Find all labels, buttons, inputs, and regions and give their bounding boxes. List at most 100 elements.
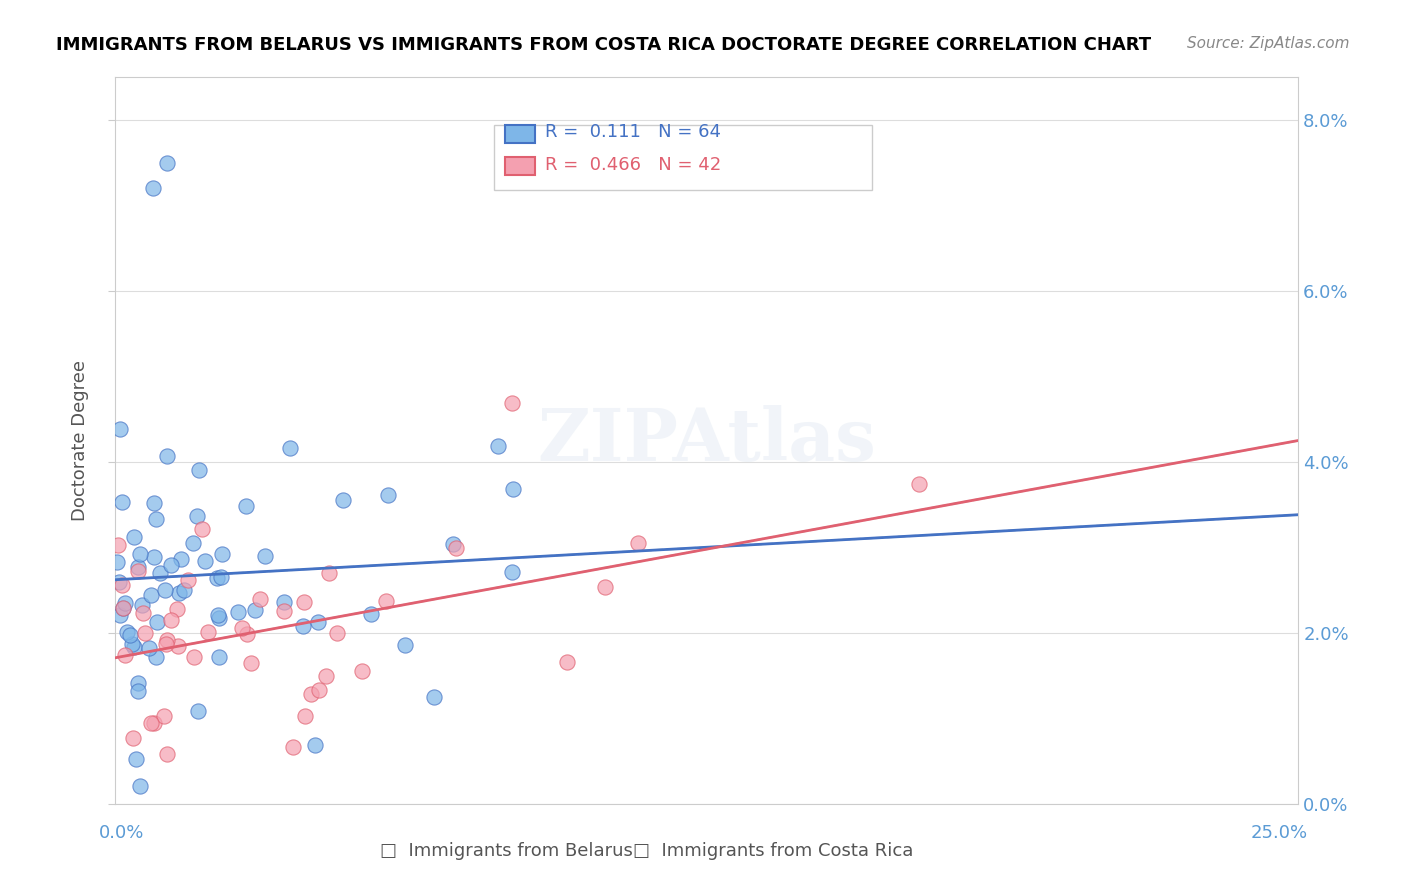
Point <box>129 780 152 794</box>
Point <box>166 601 188 615</box>
Point <box>486 440 509 454</box>
Point <box>132 606 155 620</box>
Point <box>422 690 444 704</box>
Point <box>249 592 271 607</box>
Point <box>207 607 229 622</box>
Point <box>350 664 373 678</box>
Text: Source: ZipAtlas.com: Source: ZipAtlas.com <box>1187 36 1350 51</box>
Point <box>308 682 330 697</box>
Point <box>281 739 304 754</box>
Point <box>278 442 301 456</box>
Point <box>555 655 578 669</box>
Text: 25.0%: 25.0% <box>1250 824 1308 842</box>
Point <box>167 586 190 600</box>
Point <box>304 738 326 752</box>
Point <box>121 731 143 746</box>
Point <box>377 488 399 502</box>
FancyBboxPatch shape <box>494 125 872 190</box>
Point <box>231 621 253 635</box>
Point <box>181 535 204 549</box>
Point <box>208 611 231 625</box>
Point <box>299 687 322 701</box>
Point <box>134 626 156 640</box>
Point <box>153 582 176 597</box>
Point <box>326 625 349 640</box>
Point <box>143 716 166 731</box>
Point <box>118 627 141 641</box>
Point <box>291 619 314 633</box>
Point <box>152 709 174 723</box>
Text: □  Immigrants from Belarus: □ Immigrants from Belarus <box>380 842 633 860</box>
Point <box>167 639 190 653</box>
Point <box>160 614 183 628</box>
Point <box>446 541 468 555</box>
Point <box>141 716 163 731</box>
Point <box>128 547 150 561</box>
Point <box>122 530 145 544</box>
Point <box>243 603 266 617</box>
Text: □  Immigrants from Costa Rica: □ Immigrants from Costa Rica <box>633 842 914 860</box>
Point <box>273 595 295 609</box>
Text: 0.0%: 0.0% <box>98 824 143 842</box>
FancyBboxPatch shape <box>505 157 536 176</box>
Text: IMMIGRANTS FROM BELARUS VS IMMIGRANTS FROM COSTA RICA DOCTORATE DEGREE CORRELATI: IMMIGRANTS FROM BELARUS VS IMMIGRANTS FR… <box>56 36 1152 54</box>
Point <box>107 538 129 552</box>
Point <box>177 574 200 588</box>
FancyBboxPatch shape <box>505 125 536 143</box>
Point <box>294 708 316 723</box>
Point <box>197 625 219 640</box>
Point <box>170 552 193 566</box>
Point <box>114 596 136 610</box>
Point <box>209 570 232 584</box>
Text: R =  0.466   N = 42: R = 0.466 N = 42 <box>544 155 721 174</box>
Point <box>626 536 648 550</box>
Point <box>139 588 162 602</box>
Point <box>173 582 195 597</box>
Point <box>108 422 131 436</box>
Point <box>111 601 134 615</box>
Point <box>146 615 169 629</box>
Point <box>114 648 136 663</box>
Point <box>501 565 523 579</box>
Point <box>239 656 262 670</box>
Point <box>228 606 250 620</box>
Point <box>143 550 166 565</box>
Point <box>111 577 134 591</box>
Point <box>332 493 354 508</box>
Point <box>127 559 149 574</box>
Point <box>360 607 382 622</box>
Point <box>211 547 233 561</box>
Point <box>205 571 228 585</box>
Point <box>160 558 183 573</box>
Point <box>292 595 315 609</box>
Point <box>145 650 167 665</box>
Point <box>307 615 329 629</box>
Point <box>273 603 295 617</box>
Point <box>501 396 523 410</box>
Point <box>108 574 131 589</box>
Point <box>375 593 398 607</box>
Point <box>145 512 167 526</box>
Point <box>441 537 464 551</box>
Point <box>190 522 212 536</box>
Point <box>127 564 149 578</box>
Point <box>115 625 138 640</box>
Point <box>593 581 616 595</box>
Point <box>143 495 166 509</box>
Point <box>131 598 153 612</box>
Point <box>110 608 132 623</box>
Point <box>183 650 205 665</box>
Point <box>122 640 145 654</box>
Point <box>121 637 143 651</box>
Point <box>156 156 179 170</box>
Point <box>125 752 148 766</box>
Point <box>156 450 179 464</box>
Point <box>235 499 257 513</box>
Point <box>187 704 209 718</box>
Point <box>127 684 149 698</box>
Point <box>155 637 177 651</box>
Point <box>502 482 524 496</box>
Point <box>142 181 165 195</box>
Point <box>149 566 172 580</box>
Point <box>188 463 211 477</box>
